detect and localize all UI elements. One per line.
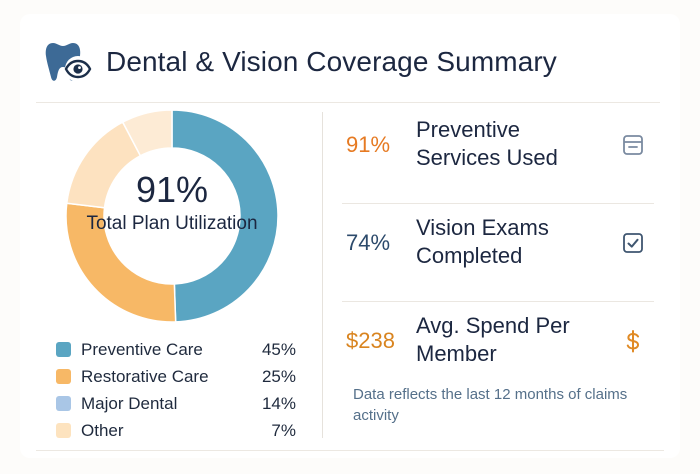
legend-swatch bbox=[56, 369, 71, 384]
legend-value: 45% bbox=[261, 339, 296, 359]
donut-center: 91% Total Plan Utilization bbox=[62, 170, 282, 236]
tooth-eye-icon bbox=[45, 43, 92, 82]
donut-slice-other bbox=[121, 109, 173, 157]
metric-spend: $238 Avg. Spend Per Member bbox=[342, 301, 654, 399]
metric-value: 74% bbox=[346, 230, 391, 255]
legend-label: Other bbox=[81, 420, 124, 440]
legend-value: 7% bbox=[271, 420, 296, 440]
legend-item: Preventive Care 45% bbox=[56, 336, 296, 363]
legend-item: Restorative Care 25% bbox=[56, 363, 296, 390]
metric-value: 91% bbox=[346, 132, 391, 157]
metric-vision: 74% Vision Exams Completed bbox=[342, 203, 654, 301]
summary-card bbox=[20, 14, 680, 458]
metric-label: Vision Exams Completed bbox=[416, 215, 549, 268]
legend-swatch bbox=[56, 396, 71, 411]
donut-chart bbox=[65, 109, 279, 323]
total-utilization-label: Total Plan Utilization bbox=[86, 213, 258, 234]
metric-preventive: 91% Preventive Services Used bbox=[342, 106, 654, 203]
header: Dental & Vision Coverage Summary bbox=[44, 38, 557, 86]
legend-swatch bbox=[56, 342, 71, 357]
total-utilization-value: 91% bbox=[135, 169, 209, 210]
footnote: Data reflects the last 12 months of clai… bbox=[353, 386, 628, 424]
chart-legend: Preventive Care 45% Restorative Care 25%… bbox=[56, 336, 296, 444]
dollar-icon bbox=[626, 330, 640, 353]
donut-slice-preventive-care bbox=[171, 109, 279, 323]
metric-label: Preventive Services Used bbox=[416, 117, 558, 170]
metrics-list: 91% Preventive Services Used 74% Vision … bbox=[342, 106, 654, 399]
legend-label: Restorative Care bbox=[81, 366, 209, 386]
column-divider bbox=[322, 112, 323, 438]
legend-item: Other 7% bbox=[56, 417, 296, 444]
legend-label: Major Dental bbox=[81, 393, 178, 413]
page-title: Dental & Vision Coverage Summary bbox=[106, 46, 557, 77]
legend-swatch bbox=[56, 423, 71, 438]
metric-label: Avg. Spend Per Member bbox=[416, 313, 570, 366]
metric-value: $238 bbox=[346, 328, 395, 353]
clipboard-icon bbox=[623, 135, 643, 155]
footer-divider bbox=[36, 450, 664, 451]
checkbox-icon bbox=[623, 233, 643, 253]
legend-label: Preventive Care bbox=[81, 339, 203, 359]
legend-item: Major Dental 14% bbox=[56, 390, 296, 417]
header-divider bbox=[36, 102, 660, 103]
legend-value: 25% bbox=[261, 366, 296, 386]
legend-value: 14% bbox=[261, 393, 296, 413]
